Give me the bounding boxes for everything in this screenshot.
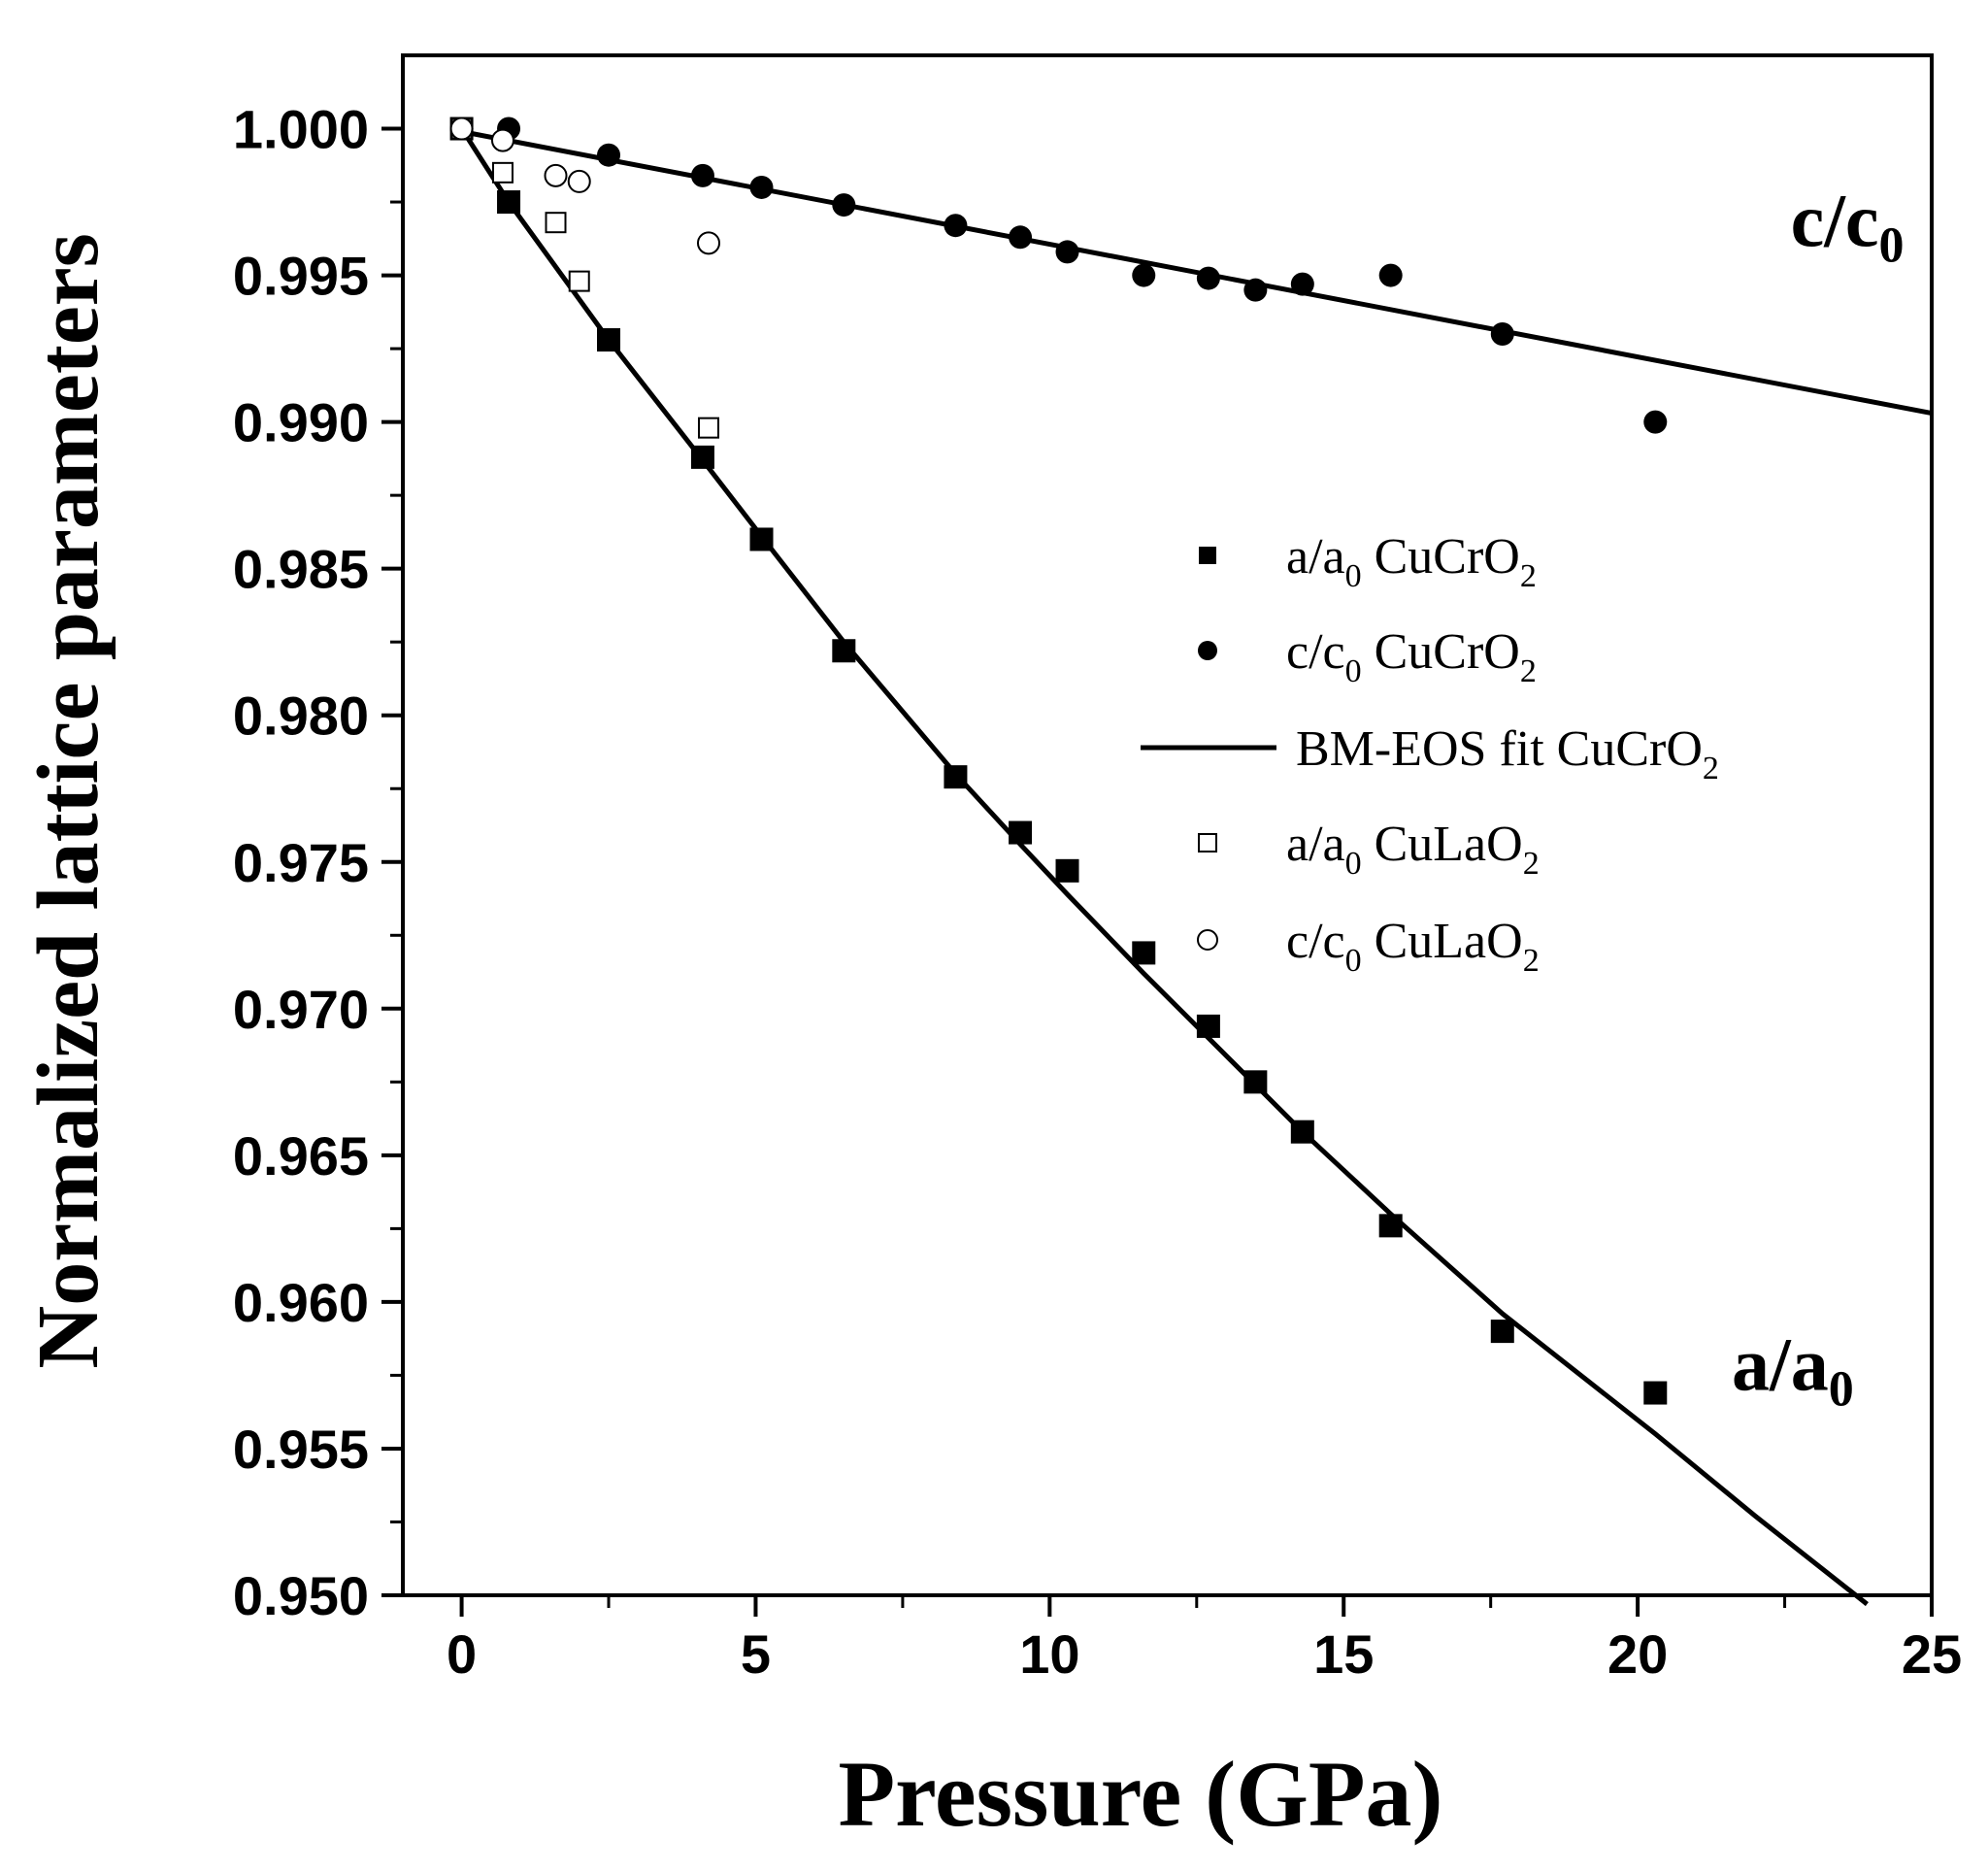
c-cucro2-point <box>1243 278 1268 302</box>
a-culao2-point <box>698 417 719 439</box>
legend-symbol <box>1198 641 1217 660</box>
a-cucro2-point <box>1132 941 1156 965</box>
a-culao2-point <box>568 270 590 292</box>
c-cucro2-point <box>1196 266 1220 290</box>
x-tick-label: 15 <box>1313 1623 1374 1685</box>
bm-eos-fit-line-c <box>461 129 1933 417</box>
plot-frame <box>401 53 1934 1597</box>
y-tick-label: 0.970 <box>233 979 369 1040</box>
a-label: a/a0 <box>1732 1322 1854 1418</box>
c-cucro2-point <box>690 163 714 187</box>
legend-symbol <box>1197 929 1218 951</box>
a-cucro2-point <box>690 445 714 469</box>
c-cucro2-point <box>597 143 621 167</box>
tick-labels: 0 5 10 15 20 25 1.000 0.995 0.990 0.985 0.980 0.975… <box>233 99 1962 1685</box>
axis-ticks <box>381 126 1934 1617</box>
a-culao2-point <box>545 212 567 234</box>
y-tick-label: 0.985 <box>233 539 369 600</box>
a-cucro2-point <box>1490 1320 1514 1344</box>
c-cucro2-point <box>1009 225 1033 250</box>
a-cucro2-point <box>1196 1014 1220 1038</box>
c-cucro2-point <box>1290 272 1314 296</box>
y-tick-label: 0.975 <box>233 832 369 893</box>
a-cucro2-point <box>832 639 856 663</box>
fit-lines <box>459 127 1933 1607</box>
a-cucro2-point <box>944 765 968 789</box>
y-tick-label: 0.950 <box>233 1565 369 1626</box>
c-cucro2-point <box>1378 263 1403 287</box>
legend-symbol <box>1199 547 1216 564</box>
y-tick-label: 0.965 <box>233 1125 369 1187</box>
c-culao2-point <box>449 117 474 141</box>
x-tick-label: 25 <box>1902 1623 1962 1685</box>
c-cucro2-point <box>1055 240 1079 264</box>
a-cucro2-point <box>1378 1214 1403 1238</box>
legend-label: a/a0 CuCrO2 <box>1286 529 1537 594</box>
x-axis-title: Pressure (GPa) <box>839 1742 1443 1846</box>
x-tick-label: 10 <box>1019 1623 1079 1685</box>
a-culao2-point <box>491 161 514 184</box>
x-tick-label: 5 <box>741 1623 771 1685</box>
legend-symbol <box>1198 833 1217 852</box>
legend-item: a/a0 CuLaO2 <box>1198 817 1540 882</box>
legend-label: c/c0 CuLaO2 <box>1286 914 1540 979</box>
legend-label: a/a0 CuLaO2 <box>1286 817 1540 882</box>
a-cucro2-point <box>749 527 774 552</box>
a-cucro2-point <box>497 190 521 215</box>
c-label: c/c0 <box>1791 178 1905 273</box>
c-cucro2-point <box>832 193 856 217</box>
bm-eos-fit-line-a <box>459 127 1869 1607</box>
a-cucro2-point <box>1643 1381 1668 1405</box>
c-culao2-point <box>544 163 568 187</box>
c-culao2-point <box>490 128 514 152</box>
c-cucro2-point <box>1490 321 1514 346</box>
a-cucro2-point <box>1055 858 1079 883</box>
y-tick-label: 0.955 <box>233 1419 369 1480</box>
a-cucro2-point <box>597 328 621 352</box>
y-axis-title: Normalized lattice parameters <box>20 233 116 1369</box>
legend-item: c/c0 CuCrO2 <box>1198 624 1537 689</box>
x-tick-label: 20 <box>1607 1623 1668 1685</box>
series-annotations: c/c0 a/a0 <box>1732 178 1904 1417</box>
legend-label: c/c0 CuCrO2 <box>1286 624 1537 689</box>
legend-item: a/a0 CuCrO2 <box>1199 529 1537 594</box>
c-cucro2-point <box>1643 410 1668 434</box>
data-points <box>449 117 1668 1405</box>
y-tick-label: 0.995 <box>233 246 369 307</box>
a-cucro2-point <box>1290 1120 1314 1144</box>
a-cucro2-point <box>1009 820 1033 845</box>
legend-item: BM-EOS fit CuCrO2 <box>1141 721 1719 786</box>
y-tick-label: 0.980 <box>233 685 369 747</box>
x-tick-label: 0 <box>447 1623 477 1685</box>
legend-item: c/c0 CuLaO2 <box>1197 914 1540 979</box>
c-cucro2-point <box>944 214 968 238</box>
c-cucro2-point <box>1132 263 1156 287</box>
c-culao2-point <box>567 169 591 193</box>
a-cucro2-point <box>1243 1070 1268 1094</box>
c-cucro2-point <box>749 175 774 199</box>
y-tick-label: 1.000 <box>233 99 369 160</box>
legend-label: BM-EOS fit CuCrO2 <box>1296 721 1719 786</box>
legend: a/a0 CuCrO2 c/c0 CuCrO2 BM-EOS fit CuCrO2 a… <box>1141 529 1719 979</box>
y-tick-label: 0.960 <box>233 1272 369 1333</box>
y-tick-label: 0.990 <box>233 392 369 453</box>
c-culao2-point <box>697 231 720 255</box>
